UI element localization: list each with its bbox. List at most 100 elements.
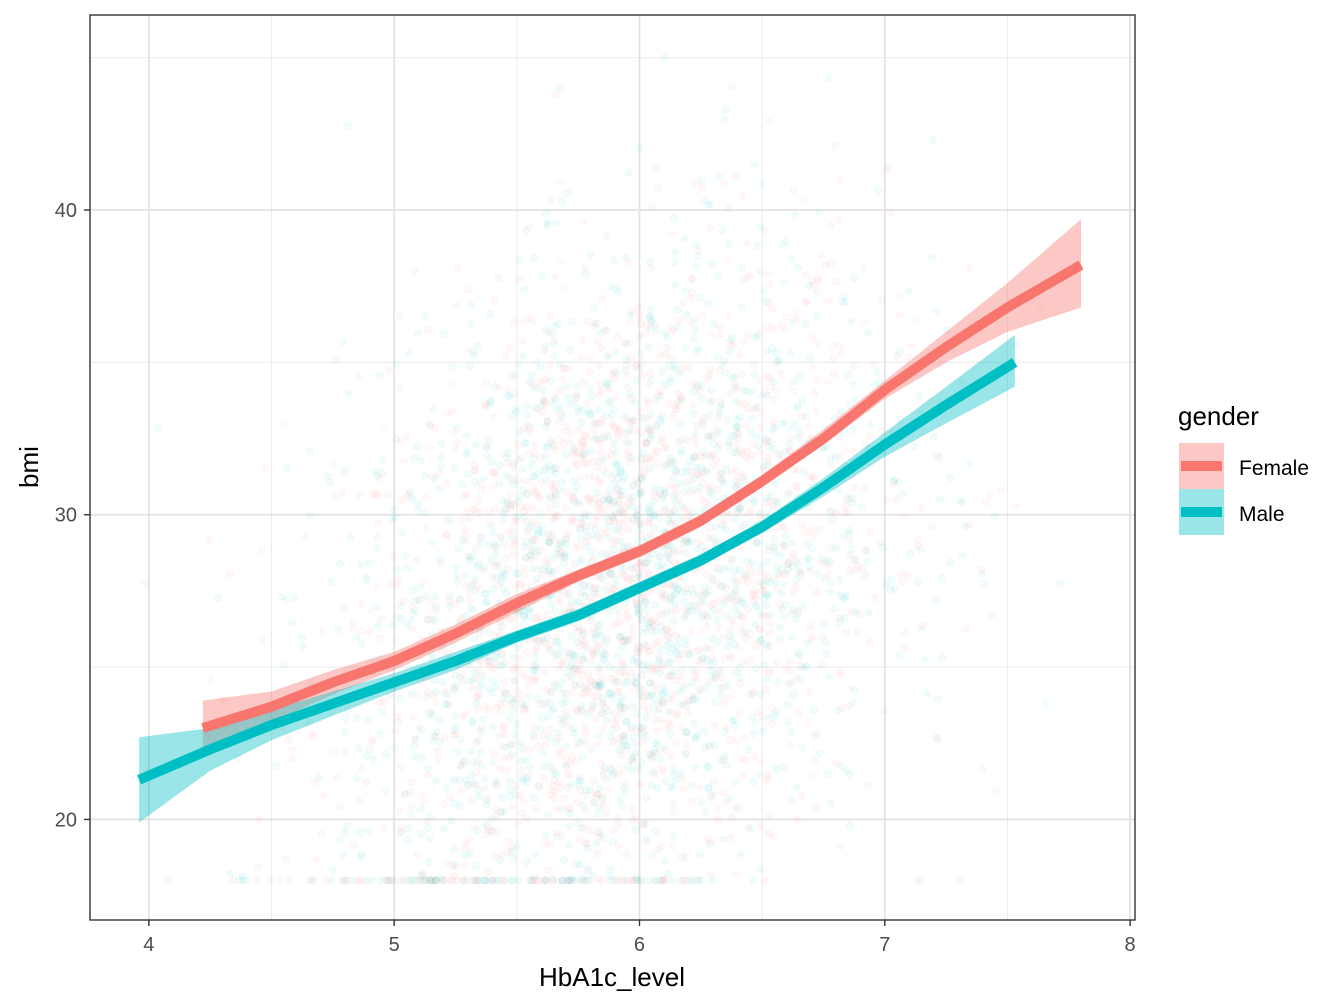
scatter-point-female (786, 666, 795, 675)
scatter-point-female (813, 729, 822, 738)
scatter-point-female (311, 855, 320, 864)
scatter-point-male (420, 876, 429, 885)
scatter-point-female (772, 584, 781, 593)
scatter-point-female (609, 539, 618, 548)
scatter-point-male (510, 675, 519, 684)
scatter-point-male (531, 404, 540, 413)
scatter-point-male (424, 858, 433, 866)
scatter-point-female (523, 477, 532, 486)
scatter-point-female (542, 375, 551, 383)
scatter-point-female (494, 700, 503, 708)
scatter-point-male (606, 494, 615, 503)
scatter-point-female (577, 665, 586, 673)
scatter-point-female (495, 383, 504, 392)
scatter-point-male (474, 786, 483, 795)
scatter-point-female (584, 496, 593, 504)
scatter-point-female (252, 876, 261, 885)
scatter-point-female (768, 305, 777, 314)
scatter-point-male (760, 660, 769, 669)
scatter-point-female (789, 387, 798, 396)
scatter-point-female (357, 765, 366, 774)
scatter-point-female (624, 448, 633, 456)
scatter-point-female (573, 659, 582, 668)
scatter-point-male (495, 479, 504, 488)
scatter-point-female (460, 537, 469, 546)
scatter-point-female (672, 631, 681, 640)
scatter-point-female (793, 316, 802, 324)
scatter-point-male (670, 771, 679, 780)
scatter-point-female (427, 615, 436, 624)
scatter-point-female (460, 491, 469, 500)
scatter-point-male (627, 502, 636, 511)
scatter-point-female (657, 841, 666, 850)
scatter-point-male (727, 336, 735, 345)
scatter-point-female (639, 702, 648, 711)
scatter-point-male (550, 768, 559, 777)
scatter-point-female (561, 427, 569, 436)
scatter-point-female (714, 665, 723, 674)
scatter-point-female (280, 419, 289, 428)
scatter-point-female (636, 517, 645, 526)
scatter-point-female (563, 649, 572, 658)
scatter-point-male (488, 677, 497, 686)
scatter-point-male (690, 474, 699, 483)
scatter-point-female (751, 404, 760, 413)
scatter-point-female (592, 590, 601, 599)
scatter-point-female (824, 296, 832, 305)
scatter-point-male (466, 362, 475, 371)
scatter-point-female (667, 482, 676, 491)
scatter-point-male (709, 440, 718, 448)
scatter-point-female (362, 778, 371, 787)
scatter-point-female (734, 384, 743, 393)
scatter-point-female (713, 596, 722, 605)
scatter-point-female (724, 509, 732, 518)
scatter-point-female (668, 325, 677, 334)
scatter-point-male (579, 655, 588, 664)
scatter-point-male (440, 329, 449, 338)
scatter-point-female (485, 705, 494, 714)
scatter-point-male (794, 567, 803, 576)
scatter-point-female (707, 653, 716, 662)
scatter-point-female (719, 683, 728, 691)
scatter-point-female (702, 466, 711, 475)
scatter-point-female (766, 382, 775, 391)
scatter-point-male (862, 547, 871, 555)
scatter-point-female (610, 517, 619, 526)
scatter-point-female (580, 641, 589, 650)
scatter-point-female (349, 841, 358, 850)
scatter-point-female (466, 835, 474, 843)
scatter-point-female (485, 518, 494, 527)
scatter-point-female (519, 564, 528, 573)
scatter-point-male (573, 638, 582, 647)
scatter-point-female (818, 559, 827, 568)
scatter-point-male (747, 388, 756, 397)
scatter-point-female (700, 414, 709, 423)
scatter-point-male (1041, 699, 1050, 708)
scatter-point-female (163, 876, 172, 885)
scatter-point-female (522, 583, 530, 592)
scatter-point-male (597, 455, 606, 464)
scatter-point-female (621, 429, 630, 438)
scatter-point-female (540, 876, 549, 885)
scatter-point-female (669, 505, 678, 514)
scatter-point-female (484, 822, 493, 831)
scatter-point-female (551, 479, 560, 488)
scatter-point-female (491, 543, 499, 552)
scatter-point-female (726, 833, 735, 842)
scatter-point-female (628, 804, 637, 813)
scatter-point-male (561, 741, 570, 750)
scatter-point-female (525, 423, 534, 432)
scatter-point-male (921, 654, 929, 663)
scatter-point-male (660, 590, 669, 599)
scatter-point-male (593, 488, 601, 497)
scatter-point-male (690, 334, 699, 343)
scatter-point-female (964, 521, 973, 529)
scatter-point-female (602, 548, 611, 557)
scatter-point-male (610, 769, 619, 778)
scatter-point-male (538, 748, 547, 757)
scatter-point-male (837, 762, 846, 771)
scatter-point-female (441, 876, 450, 885)
scatter-point-female (506, 474, 515, 483)
scatter-point-male (417, 457, 425, 465)
scatter-point-male (697, 394, 705, 403)
